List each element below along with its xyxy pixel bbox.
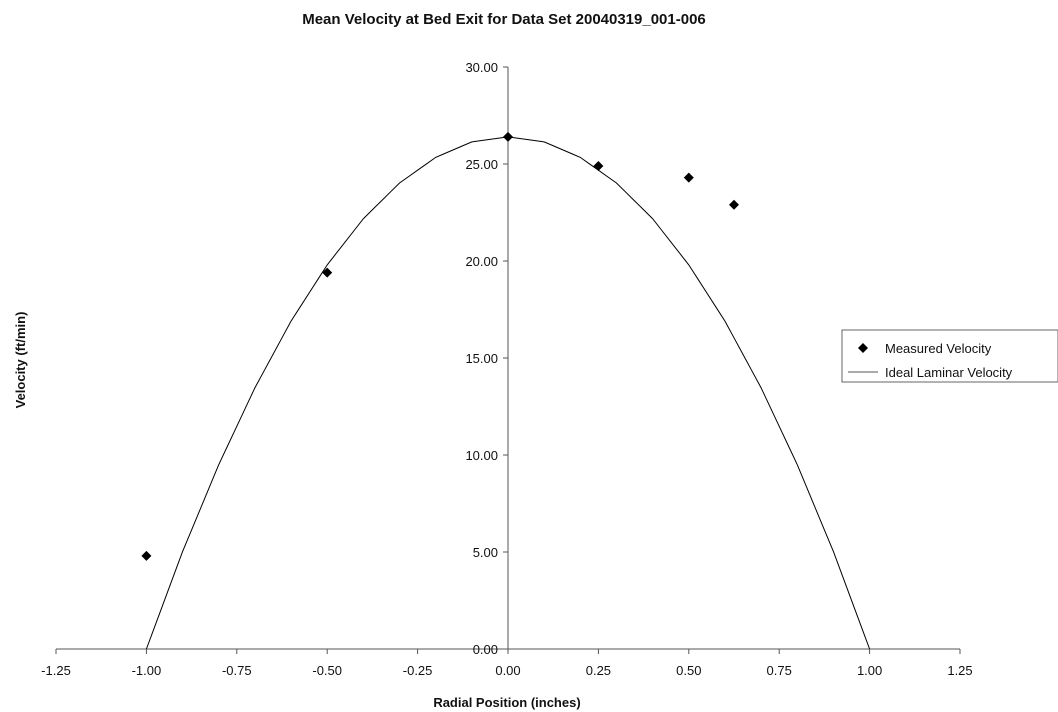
measured-velocity-point <box>683 172 694 183</box>
y-axis-label: Velocity (ft/min) <box>13 312 28 409</box>
legend: Measured Velocity Ideal Laminar Velocity <box>841 329 1058 383</box>
y-axis-ticks: 0.00 5.00 10.00 15.00 20.00 25.00 30.00 <box>465 60 508 657</box>
y-tick-label: 30.00 <box>465 60 498 75</box>
measured-velocity-point <box>322 267 333 278</box>
legend-box <box>841 329 1058 383</box>
y-tick-label: 10.00 <box>465 448 498 463</box>
legend-label-laminar: Ideal Laminar Velocity <box>885 365 1013 380</box>
y-tick-label: 0.00 <box>473 642 498 657</box>
x-tick-label: -0.50 <box>312 663 342 678</box>
x-tick-label: 0.75 <box>767 663 792 678</box>
x-axis-ticks: -1.25 -1.00 -0.75 -0.50 -0.25 0.00 0.25 0.50 0.7… <box>41 649 973 678</box>
y-tick-label: 5.00 <box>473 545 498 560</box>
measured-velocity-point <box>729 199 739 210</box>
legend-marker-measured <box>858 343 868 353</box>
x-axis-label: Radial Position (inches) <box>433 695 580 710</box>
measured-velocity-point <box>141 550 152 561</box>
y-tick-label: 20.00 <box>465 254 498 269</box>
x-tick-label: -0.25 <box>403 663 433 678</box>
x-tick-label: 1.25 <box>947 663 972 678</box>
y-tick-label: 25.00 <box>465 157 498 172</box>
x-tick-label: -0.75 <box>222 663 252 678</box>
measured-velocity-series <box>141 131 739 561</box>
y-tick-label: 15.00 <box>465 351 498 366</box>
measured-velocity-point <box>593 160 604 171</box>
legend-label-measured: Measured Velocity <box>885 341 992 356</box>
measured-velocity-point <box>503 131 513 142</box>
x-tick-label: -1.25 <box>41 663 71 678</box>
x-tick-label: 0.25 <box>586 663 611 678</box>
x-tick-label: -1.00 <box>132 663 162 678</box>
x-tick-label: 0.00 <box>495 663 520 678</box>
chart-title: Mean Velocity at Bed Exit for Data Set 2… <box>302 11 706 28</box>
x-tick-label: 1.00 <box>857 663 882 678</box>
x-tick-label: 0.50 <box>676 663 701 678</box>
